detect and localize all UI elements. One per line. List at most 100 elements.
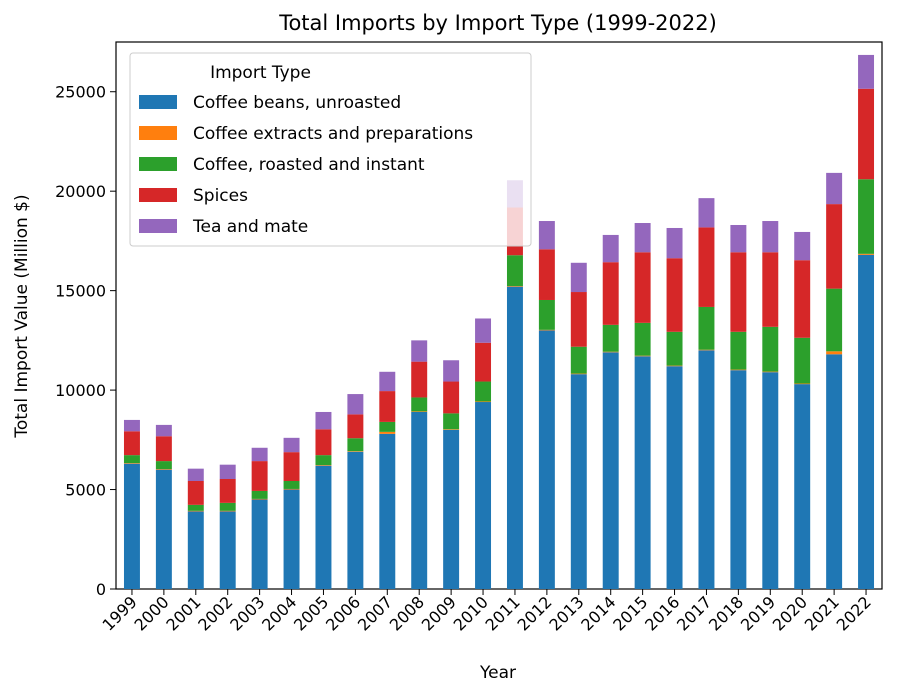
bar-segment (283, 489, 300, 589)
legend-title: Import Type (210, 63, 311, 83)
bar-segment (666, 258, 683, 332)
y-tick-label: 10000 (55, 381, 106, 400)
legend-items: Coffee beans, unroasted Coffee extracts a… (139, 93, 473, 237)
legend-box (129, 52, 532, 247)
x-axis: 1999200020012002200320042005200620072008… (99, 589, 875, 635)
bar-segment (762, 371, 779, 373)
bar-segment (475, 318, 492, 343)
x-tick-label: 2019 (737, 592, 779, 634)
bar-segment (538, 249, 555, 300)
bar-segment (187, 504, 204, 511)
bar-segment (123, 463, 140, 464)
bar-segment (730, 370, 747, 589)
bar-segment (187, 510, 204, 512)
bar-segment (251, 447, 268, 462)
bar-segment (826, 354, 843, 589)
bar-segment (379, 371, 396, 392)
bar-segment (634, 356, 651, 589)
x-tick-label: 2022 (833, 592, 875, 634)
bar-segment (411, 361, 428, 398)
bar-segment (858, 254, 875, 589)
y-tick-label: 25000 (55, 83, 106, 102)
bar-segment (347, 451, 364, 452)
y-tick-label: 20000 (55, 182, 106, 201)
bar-segment (698, 350, 715, 589)
bar-segment (794, 231, 811, 261)
bar-segment (794, 384, 811, 589)
chart-title: Total Imports by Import Type (1999-2022) (278, 11, 717, 35)
bar-segment (570, 292, 587, 347)
bar-segment (475, 381, 492, 402)
x-tick-label: 2011 (482, 592, 524, 634)
bar-segment (506, 286, 523, 589)
bar-segment (347, 438, 364, 452)
bar-segment (411, 397, 428, 412)
bar-segment (123, 463, 140, 589)
y-axis-label: Total Import Value (Million $) (12, 194, 32, 438)
bar-segment (347, 414, 364, 439)
x-tick-label: 2021 (801, 592, 843, 634)
bar-segment (251, 461, 268, 491)
bar-segment (315, 465, 332, 466)
bar-segment (219, 464, 236, 480)
x-tick-label: 2020 (769, 592, 811, 634)
x-tick-label: 2012 (513, 592, 555, 634)
bar-segment (411, 411, 428, 412)
bar-segment (602, 324, 619, 352)
bar-segment (858, 54, 875, 89)
bar-segment (858, 88, 875, 180)
bar-segment (411, 411, 428, 589)
x-tick-label: 2013 (545, 592, 587, 634)
bar-segment (506, 286, 523, 287)
bar-segment (826, 288, 843, 352)
bar-segment (187, 480, 204, 505)
bar-segment (602, 352, 619, 589)
bar-segment (602, 351, 619, 353)
bar-segment (538, 329, 555, 331)
bar-segment (538, 299, 555, 330)
bar-segment (283, 480, 300, 489)
bar-segment (794, 337, 811, 384)
bar-segment (219, 479, 236, 503)
x-tick-label: 2009 (418, 592, 460, 634)
bar-segment (155, 436, 172, 462)
bar-segment (475, 401, 492, 403)
legend-entry-label: Spices (193, 186, 248, 206)
bar-segment (858, 253, 875, 255)
bar-segment (666, 366, 683, 589)
bar-segment (730, 331, 747, 370)
legend-swatch (139, 188, 177, 202)
bar-segment (730, 252, 747, 332)
bar-segment (219, 502, 236, 511)
x-tick-label: 2002 (194, 592, 236, 634)
bar-segment (762, 372, 779, 589)
bar-segment (570, 346, 587, 374)
x-tick-label: 2018 (705, 592, 747, 634)
x-tick-label: 2008 (386, 592, 428, 634)
bar-segment (283, 452, 300, 481)
bar-segment (379, 431, 396, 434)
legend-swatch (139, 126, 177, 140)
bar-segment (251, 499, 268, 589)
bar-segment (411, 340, 428, 362)
bar-segment (794, 383, 811, 385)
bar-segment (347, 451, 364, 589)
bar-segment (570, 374, 587, 589)
bar-segment (570, 262, 587, 293)
bar-segment (698, 306, 715, 350)
bar-segment (283, 437, 300, 453)
bar-segment (698, 227, 715, 307)
legend-swatch (139, 95, 177, 109)
bar-segment (251, 490, 268, 499)
bar-segment (155, 469, 172, 470)
bar-segment (634, 252, 651, 323)
bar-segment (858, 179, 875, 254)
bar-segment (443, 381, 460, 414)
bar-segment (475, 342, 492, 382)
bar-segment (379, 433, 396, 589)
bar-segment (155, 461, 172, 470)
x-tick-label: 2016 (641, 592, 683, 634)
y-axis: 0 5000 10000 15000 20000 25000 (55, 83, 116, 599)
legend-entry-label: Coffee beans, unroasted (193, 93, 401, 113)
x-tick-label: 2015 (609, 592, 651, 634)
